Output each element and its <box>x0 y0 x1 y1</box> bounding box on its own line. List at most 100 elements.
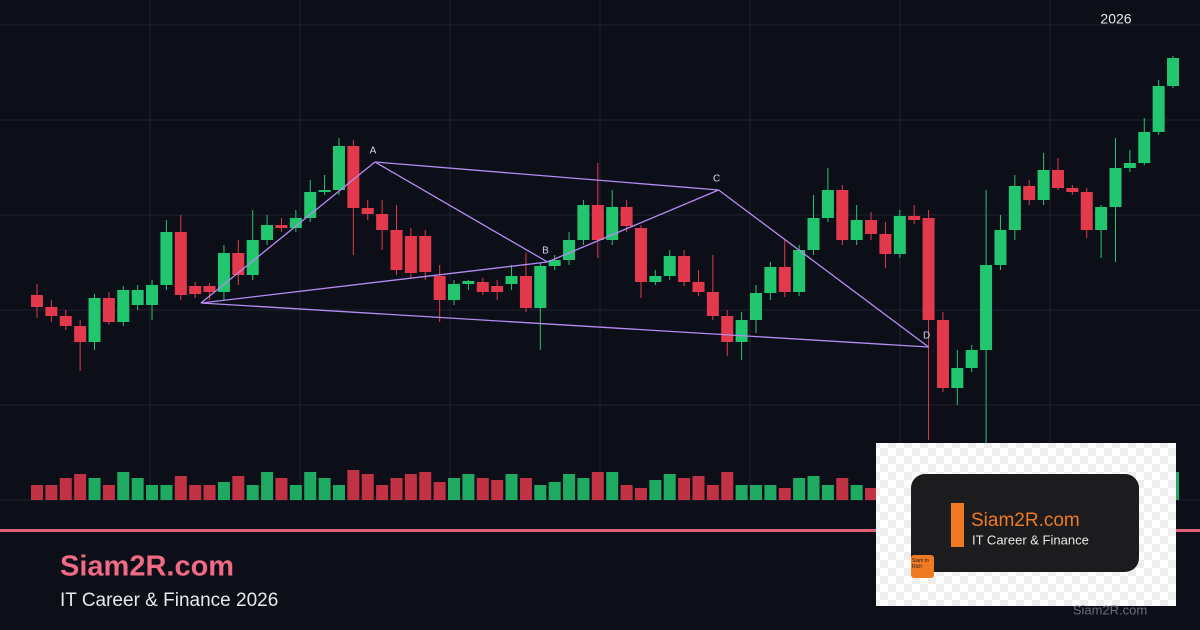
pattern-line <box>200 161 376 304</box>
pattern-label: C <box>713 174 720 185</box>
candle-body <box>807 218 820 250</box>
volume-bar <box>261 472 274 500</box>
volume-bar <box>793 478 806 500</box>
volume-bar <box>332 485 345 500</box>
volume-bar <box>663 474 676 500</box>
candle-body <box>519 276 532 308</box>
divider <box>0 529 1200 532</box>
pattern-line <box>547 189 719 263</box>
candle-body <box>620 207 633 226</box>
volume-bar <box>31 485 43 500</box>
watermark: Siam2R.com <box>1073 602 1147 617</box>
volume-bar <box>160 485 173 500</box>
candle-body <box>491 286 504 292</box>
candle-body <box>980 265 993 350</box>
candle-body <box>534 266 547 308</box>
volume-bar <box>606 472 619 500</box>
candle-body <box>246 240 259 275</box>
candle-body <box>275 225 288 228</box>
volume-bar <box>591 472 604 500</box>
candle-body <box>1167 58 1180 86</box>
volume-bar <box>59 478 72 500</box>
candle-body <box>174 232 187 295</box>
candle-body <box>778 267 791 292</box>
volume-bar <box>519 478 532 500</box>
volume-bar <box>706 485 719 500</box>
candle-body <box>591 205 604 240</box>
candle-body <box>1109 168 1122 207</box>
candle-body <box>45 307 58 316</box>
volume-bar <box>404 474 417 500</box>
volume-bar <box>419 472 432 500</box>
candle-body <box>433 276 446 300</box>
candle-body <box>448 284 461 300</box>
volume-bar <box>189 485 202 500</box>
volume-bar <box>735 485 748 500</box>
candle-body <box>203 286 216 292</box>
volume-bar <box>102 485 115 500</box>
volume-bar <box>634 488 647 500</box>
candle-body <box>505 276 518 284</box>
candle-body <box>663 256 676 276</box>
volume-bar <box>217 482 230 500</box>
pattern-label: D <box>923 331 930 342</box>
logo-card <box>911 474 1139 572</box>
volume-bar <box>246 485 259 500</box>
volume-bar <box>750 485 762 500</box>
candle-body <box>1123 163 1136 168</box>
candle-body <box>476 282 489 292</box>
volume-bar <box>433 482 446 500</box>
candle-body <box>563 240 576 260</box>
candle-body <box>577 205 590 240</box>
candle-body <box>606 207 619 240</box>
candle-body <box>1138 132 1151 163</box>
candle-body <box>706 292 719 316</box>
volume-bar <box>764 485 777 500</box>
logo-badge-text: Siam to Rich <box>912 558 929 570</box>
candle-body <box>361 208 374 214</box>
volume-bar <box>131 478 144 500</box>
logo-badge-wrap: Siam to Rich <box>912 558 929 570</box>
volume-bar <box>850 485 863 500</box>
pattern-label: B <box>542 246 549 257</box>
volume-bar <box>505 474 518 500</box>
logo: Siam2R.com IT Career & Finance Siam to R… <box>876 443 1176 606</box>
candle-body <box>922 218 935 320</box>
candle-body <box>764 267 777 293</box>
volume-bar <box>534 485 547 500</box>
volume-bar <box>45 485 58 500</box>
candle-body <box>160 232 173 285</box>
volume-bar <box>476 478 489 500</box>
volume-bar <box>318 478 331 500</box>
candle-body <box>390 230 403 270</box>
volume-bar <box>390 478 403 500</box>
candle-body <box>31 295 43 307</box>
candle-body <box>289 218 302 228</box>
logo-badge <box>911 555 934 578</box>
candle-body <box>131 290 144 305</box>
candle-body <box>965 350 978 368</box>
candle-body <box>1080 192 1093 230</box>
candle-body <box>850 220 863 240</box>
volume-bar <box>174 476 187 500</box>
volume-bar <box>821 485 834 500</box>
volume-bar <box>678 478 691 500</box>
candle-body <box>232 253 245 275</box>
volume-bar <box>692 476 705 500</box>
candle-body <box>462 281 475 284</box>
volume-bar <box>836 478 849 500</box>
pattern-label: A <box>370 146 377 157</box>
logo-bar <box>951 503 964 547</box>
volume-bar <box>74 474 87 500</box>
candle-body <box>865 220 878 234</box>
volume-bar <box>203 485 216 500</box>
volume-bar <box>649 480 662 500</box>
candle-body <box>649 276 662 282</box>
logo-subtitle: IT Career & Finance <box>972 532 1089 547</box>
volume-bar <box>448 478 461 500</box>
volume-bar <box>620 485 633 500</box>
volume-bar <box>778 488 791 500</box>
pattern-line <box>374 161 719 191</box>
volume-bar <box>865 488 878 500</box>
x-label: 2026 <box>1100 11 1131 27</box>
